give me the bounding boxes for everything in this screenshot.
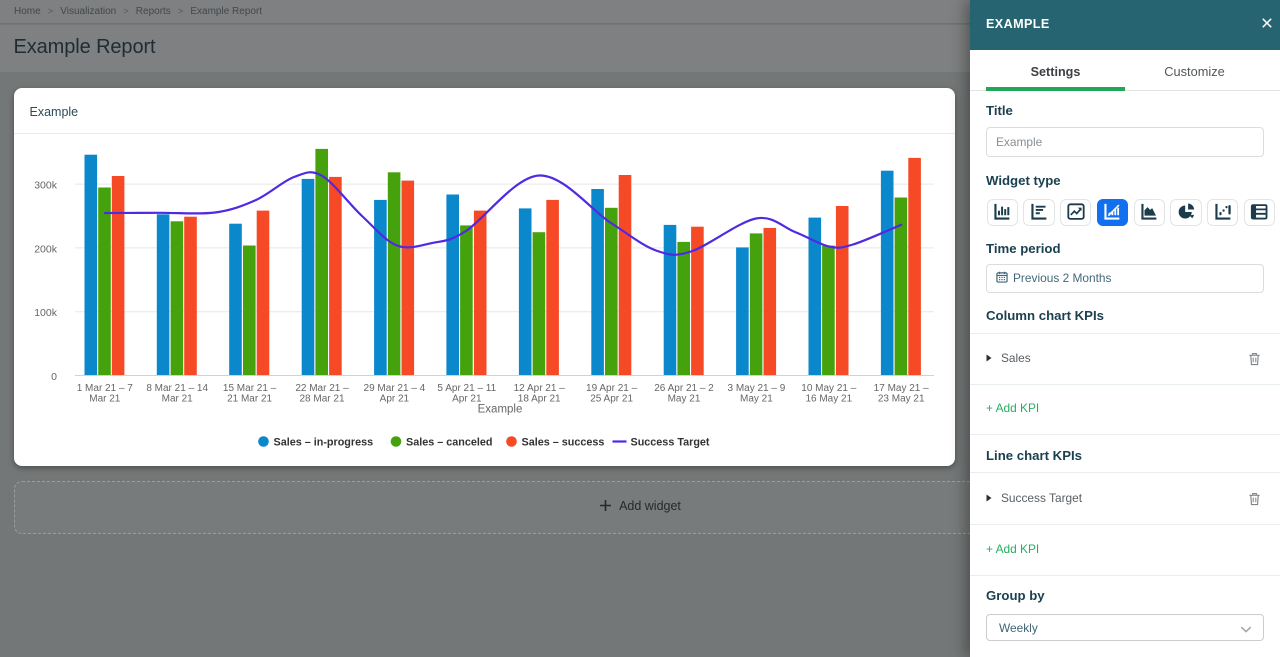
svg-text:22 Mar 21 –: 22 Mar 21 – xyxy=(295,383,349,394)
svg-text:Sales – in-progress: Sales – in-progress xyxy=(274,437,374,449)
svg-text:28 Mar 21: 28 Mar 21 xyxy=(299,394,344,405)
svg-text:100k: 100k xyxy=(34,307,58,319)
svg-text:Sales – success: Sales – success xyxy=(522,437,605,449)
svg-text:16 May 21: 16 May 21 xyxy=(805,394,852,405)
svg-text:5 Apr 21 – 11: 5 Apr 21 – 11 xyxy=(437,383,496,394)
svg-text:May 21: May 21 xyxy=(740,394,773,405)
svg-text:300k: 300k xyxy=(34,180,58,192)
svg-text:15 Mar 21 –: 15 Mar 21 – xyxy=(223,383,277,394)
svg-text:Apr 21: Apr 21 xyxy=(380,394,410,405)
svg-text:0: 0 xyxy=(51,371,57,383)
svg-text:21 Mar 21: 21 Mar 21 xyxy=(227,394,272,405)
svg-text:18 Apr 21: 18 Apr 21 xyxy=(518,394,561,405)
svg-text:19 Apr 21 –: 19 Apr 21 – xyxy=(586,383,638,394)
svg-text:8 Mar 21 – 14: 8 Mar 21 – 14 xyxy=(146,383,208,394)
svg-text:26 Apr 21 – 2: 26 Apr 21 – 2 xyxy=(654,383,714,394)
svg-text:200k: 200k xyxy=(34,243,58,255)
svg-text:3 May 21 – 9: 3 May 21 – 9 xyxy=(727,383,785,394)
svg-text:12 Apr 21 –: 12 Apr 21 – xyxy=(514,383,566,394)
svg-text:25 Apr 21: 25 Apr 21 xyxy=(590,394,633,405)
svg-text:Mar 21: Mar 21 xyxy=(89,394,121,405)
svg-text:29 Mar 21 – 4: 29 Mar 21 – 4 xyxy=(364,383,426,394)
svg-text:10 May 21 –: 10 May 21 – xyxy=(801,383,856,394)
svg-text:May 21: May 21 xyxy=(668,394,701,405)
svg-text:Apr 21: Apr 21 xyxy=(452,394,482,405)
svg-text:Example: Example xyxy=(478,404,523,416)
svg-text:Success Target: Success Target xyxy=(631,437,710,449)
svg-text:Mar 21: Mar 21 xyxy=(162,394,194,405)
svg-text:17 May 21 –: 17 May 21 – xyxy=(874,383,929,394)
svg-text:23 May 21: 23 May 21 xyxy=(878,394,925,405)
svg-text:1 Mar 21 – 7: 1 Mar 21 – 7 xyxy=(77,383,134,394)
svg-text:Sales – canceled: Sales – canceled xyxy=(406,437,492,449)
